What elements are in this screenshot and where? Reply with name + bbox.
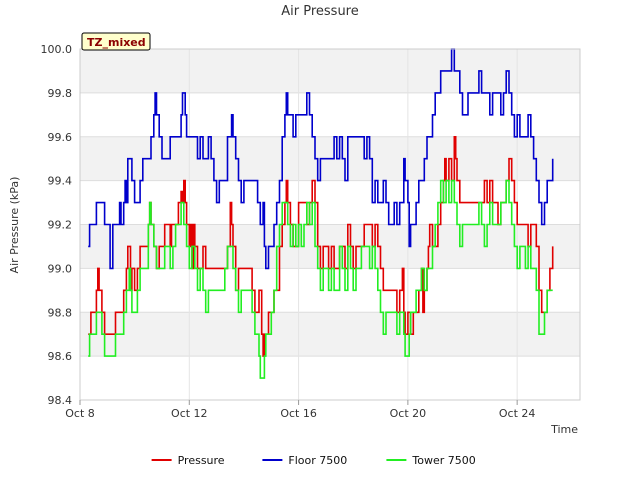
legend-label-floor-7500: Floor 7500 xyxy=(288,454,347,467)
plot-band xyxy=(80,312,580,357)
plot-band xyxy=(80,49,580,93)
series-layer xyxy=(88,48,554,379)
x-tick-label: Oct 20 xyxy=(390,407,427,420)
y-tick-label: 99.4 xyxy=(48,175,73,188)
x-tick-label: Oct 12 xyxy=(171,407,208,420)
legend: Pressure Floor 7500 Tower 7500 xyxy=(151,454,476,467)
series-line-floor-7500 xyxy=(88,48,554,270)
x-tick-label: Oct 8 xyxy=(65,407,95,420)
annotation-text: TZ_mixed xyxy=(87,36,146,49)
plot-band xyxy=(80,356,580,400)
annotation-box: TZ_mixed xyxy=(81,32,151,51)
x-tick-label: Oct 24 xyxy=(499,407,536,420)
x-axis-label: Time xyxy=(550,423,578,436)
x-axis-ticks: Oct 8 Oct 12 Oct 16 Oct 20 Oct 24 xyxy=(65,400,535,420)
y-tick-label: 99.8 xyxy=(48,87,73,100)
y-axis-ticks: 98.4 98.6 98.8 99.0 99.2 99.4 99.6 99.8 100.0 xyxy=(41,43,73,407)
y-tick-label: 98.4 xyxy=(48,394,73,407)
y-tick-label: 99.2 xyxy=(48,219,73,232)
y-tick-label: 100.0 xyxy=(41,43,73,56)
series-line-pressure xyxy=(88,136,554,357)
plot-background xyxy=(80,49,580,400)
y-tick-label: 98.6 xyxy=(48,350,73,363)
chart-title: Air Pressure xyxy=(281,4,359,19)
plot-band xyxy=(80,92,580,137)
series-line-tower-7500 xyxy=(88,179,553,379)
x-tick-label: Oct 16 xyxy=(280,407,317,420)
legend-label-pressure: Pressure xyxy=(178,454,225,467)
y-tick-label: 98.8 xyxy=(48,306,73,319)
y-axis-label: Air Pressure (kPa) xyxy=(8,177,21,274)
annotation-bg xyxy=(81,32,151,51)
y-tick-label: 99.6 xyxy=(48,131,73,144)
y-tick-label: 99.0 xyxy=(48,262,73,275)
legend-label-tower-7500: Tower 7500 xyxy=(411,454,475,467)
plot-frame xyxy=(79,48,581,401)
